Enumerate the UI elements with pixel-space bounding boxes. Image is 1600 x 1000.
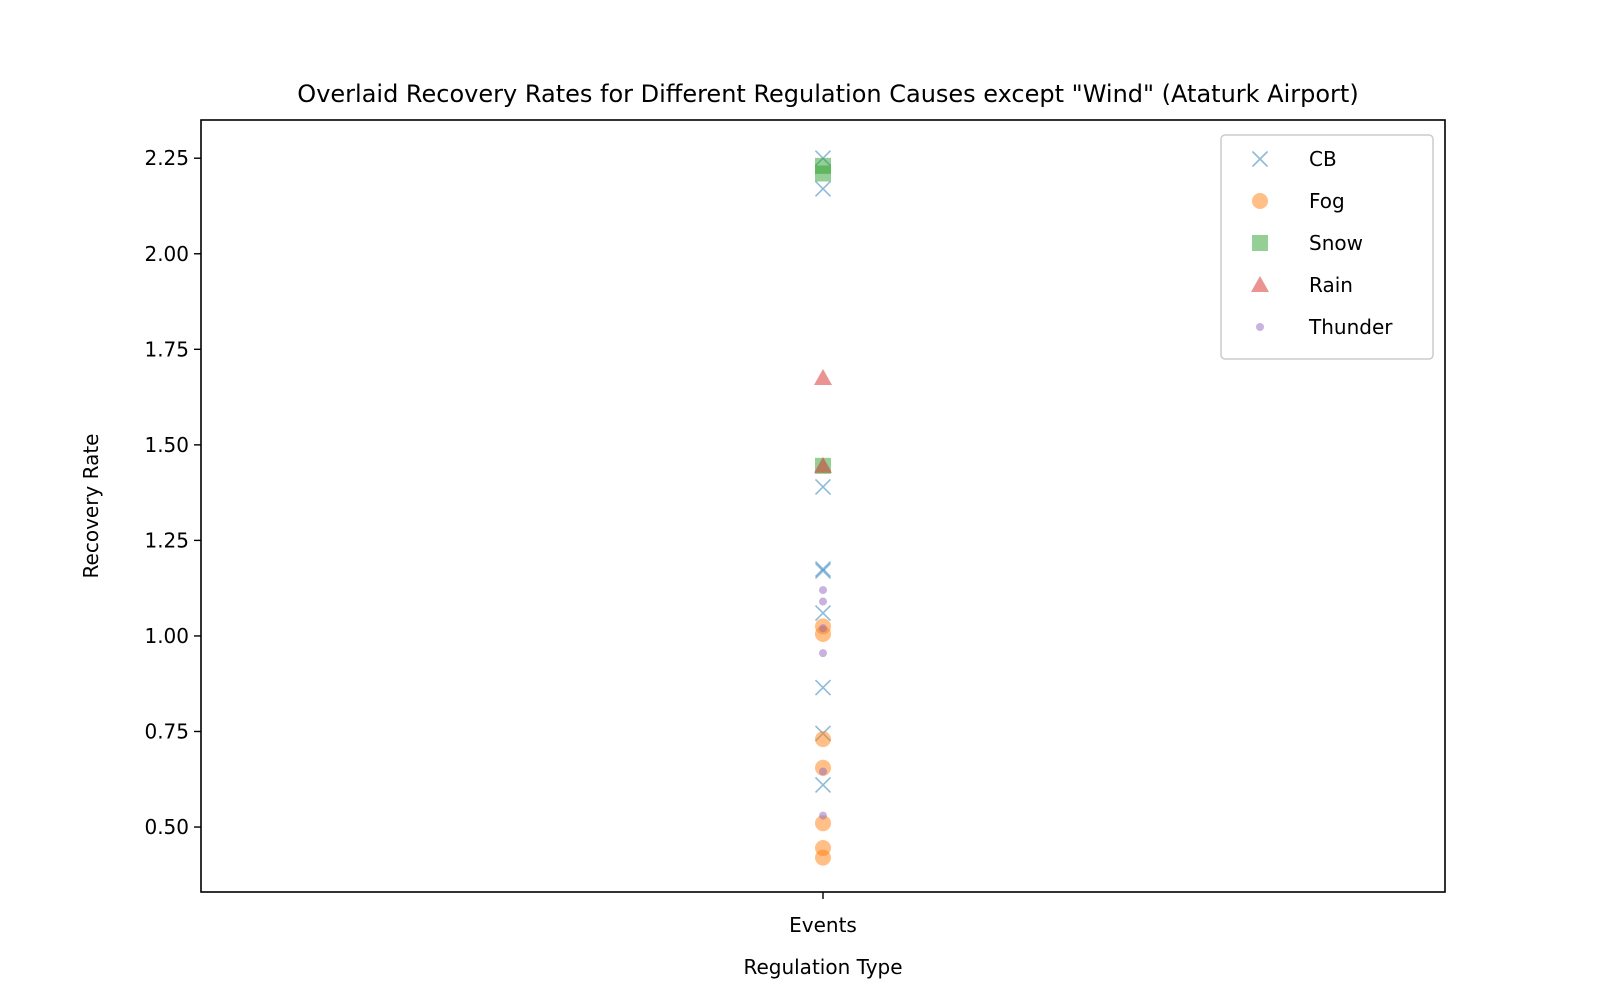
- data-point-snow: [815, 165, 831, 182]
- data-point-fog: [815, 815, 831, 832]
- data-point-thunder: [819, 649, 827, 658]
- y-tick-label: 1.75: [144, 337, 189, 361]
- y-axis: 0.50 0.75 1.00 1.25 1.50 1.75 2.00 2.25: [144, 146, 201, 839]
- y-tick-label: 1.00: [144, 624, 189, 648]
- legend-marker-snow: [1252, 235, 1268, 251]
- y-tick-label: 0.50: [144, 815, 189, 839]
- data-point-cb: [814, 562, 832, 580]
- legend-label: Fog: [1309, 189, 1345, 213]
- y-tick-label: 2.00: [144, 242, 189, 266]
- y-tick-label: 1.50: [144, 433, 189, 457]
- legend-marker-thunder: [1256, 323, 1264, 331]
- legend-label: Snow: [1309, 231, 1363, 255]
- data-point-fog: [815, 731, 831, 748]
- legend[interactable]: CB Fog Snow Rain Thunder: [1220, 134, 1434, 360]
- series-rain: [814, 368, 832, 473]
- data-point-rain: [814, 368, 832, 385]
- y-tick-label: 2.25: [144, 146, 189, 170]
- data-point-cb: [814, 776, 832, 794]
- legend-item-fog[interactable]: Fog: [1252, 189, 1345, 213]
- data-point-cb: [814, 604, 832, 622]
- series-cb: [814, 150, 832, 794]
- x-axis-label: Regulation Type: [743, 955, 902, 979]
- data-point-thunder: [819, 811, 827, 820]
- data-point-thunder: [819, 586, 827, 595]
- legend-marker-fog: [1252, 193, 1268, 209]
- data-point-cb: [814, 478, 832, 495]
- series-snow: [815, 157, 831, 474]
- data-point-rain: [814, 456, 832, 473]
- data-point-thunder: [819, 624, 827, 633]
- y-tick-label: 1.25: [144, 528, 189, 552]
- legend-label: CB: [1309, 147, 1337, 171]
- data-point-cb: [814, 560, 832, 578]
- legend-marker-cb: [1251, 150, 1269, 168]
- y-tick-label: 0.75: [144, 719, 189, 743]
- data-point-fog: [815, 626, 831, 643]
- legend-label: Rain: [1309, 273, 1353, 297]
- legend-item-thunder[interactable]: Thunder: [1256, 315, 1393, 339]
- data-point-fog: [815, 849, 831, 866]
- data-marks: [814, 150, 832, 866]
- y-axis-label: Recovery Rate: [79, 434, 103, 579]
- legend-label: Thunder: [1308, 315, 1393, 339]
- data-point-cb: [814, 679, 832, 696]
- data-point-thunder: [819, 597, 827, 606]
- legend-item-snow[interactable]: Snow: [1252, 231, 1363, 255]
- x-tick-label: Events: [789, 913, 857, 937]
- legend-frame: [1220, 134, 1434, 360]
- x-axis: Events: [789, 892, 857, 937]
- legend-item-rain[interactable]: Rain: [1251, 273, 1353, 297]
- data-point-thunder: [819, 767, 827, 776]
- legend-item-cb[interactable]: CB: [1251, 147, 1337, 171]
- chart-title: Overlaid Recovery Rates for Different Re…: [297, 80, 1358, 108]
- data-point-cb: [814, 180, 832, 197]
- series-thunder: [819, 586, 827, 820]
- legend-marker-rain: [1251, 276, 1269, 292]
